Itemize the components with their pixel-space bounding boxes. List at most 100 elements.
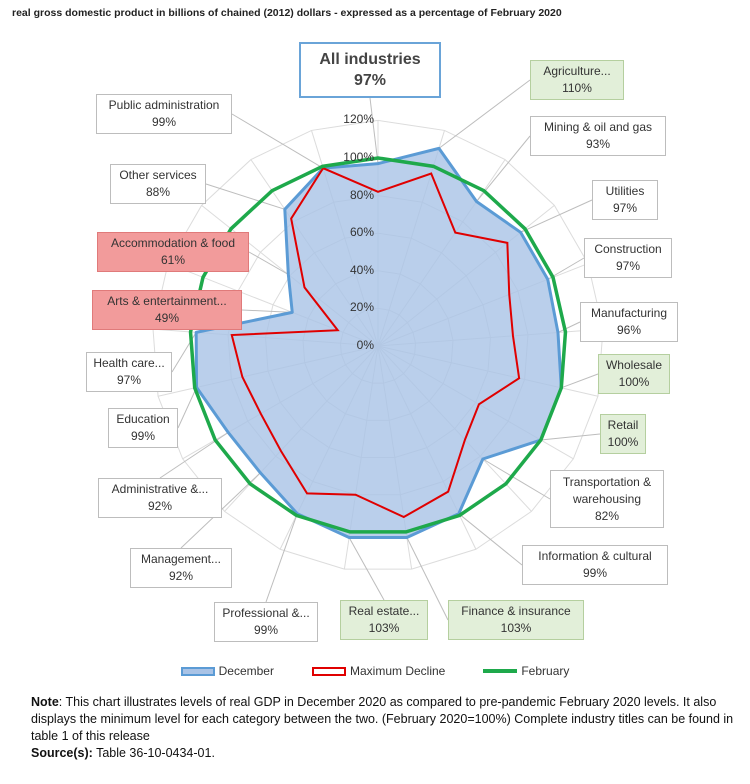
category-value: 88%	[145, 185, 171, 199]
legend-item-maximum-decline: Maximum Decline	[311, 660, 446, 682]
category-callout: Transportation & warehousing 82%	[550, 470, 664, 528]
category-label: Health care...	[93, 356, 165, 370]
category-value: 97%	[116, 373, 142, 387]
callout-connector	[348, 537, 385, 601]
callout-connector	[406, 537, 449, 621]
chart-legend: December Maximum Decline February	[0, 660, 750, 682]
category-value: 100%	[618, 375, 650, 389]
series-december	[194, 146, 563, 539]
category-label: Retail	[607, 418, 639, 432]
category-callout: Management... 92%	[130, 548, 232, 588]
legend-item-february: February	[483, 660, 569, 682]
category-label: Administrative &...	[111, 482, 209, 496]
category-value: 103%	[368, 621, 400, 635]
callout-connector	[231, 113, 324, 169]
category-value: 93%	[585, 137, 611, 151]
chart-title: real gross domestic product in billions …	[12, 7, 562, 19]
callout-connector	[561, 373, 599, 389]
category-label: Mining & oil and gas	[543, 120, 653, 134]
category-value: 61%	[160, 253, 186, 267]
category-callout: Wholesale 100%	[598, 354, 670, 394]
category-callout: Education 99%	[108, 408, 178, 448]
category-label: Management...	[140, 552, 222, 566]
radial-tick-label: 100%	[343, 150, 374, 164]
note-body: : This chart illustrates levels of real …	[31, 695, 734, 743]
callout-connector	[265, 513, 298, 603]
category-callout: Health care... 97%	[86, 352, 172, 392]
category-label: Wholesale	[605, 358, 663, 372]
category-callout: Mining & oil and gas 93%	[530, 116, 666, 156]
radial-tick-label: 60%	[349, 225, 374, 240]
radial-tick-label: 120%	[343, 112, 374, 127]
radial-tick-label: 40%	[349, 262, 374, 277]
radial-tick-label: 20%	[349, 300, 374, 315]
source-text: Table 36-10-0434-01.	[92, 746, 215, 760]
radar-series	[188, 146, 568, 539]
category-label: Agriculture...	[543, 64, 611, 78]
category-callout: Agriculture... 110%	[530, 60, 624, 100]
category-label: Arts & entertainment...	[107, 294, 227, 308]
category-callout: Manufacturing 96%	[580, 302, 678, 342]
category-value: 99%	[130, 429, 156, 443]
category-value: 92%	[147, 499, 173, 513]
category-label: Manufacturing	[590, 306, 668, 320]
category-label: Public administration	[108, 98, 220, 112]
callout-connector	[241, 309, 293, 313]
callout-connector	[458, 513, 523, 566]
category-callout: Finance & insurance 103%	[448, 600, 584, 640]
legend-swatch-maximum-decline	[311, 666, 346, 676]
category-callout: Accommodation & food 61%	[97, 232, 249, 272]
callout-connector	[557, 321, 581, 333]
category-value: 97%	[615, 259, 641, 273]
category-label: Education	[116, 412, 170, 426]
category-value: 99%	[582, 566, 608, 580]
callout-connector	[369, 97, 379, 164]
legend-swatch-december	[180, 666, 215, 676]
category-callout: Administrative &... 92%	[98, 478, 222, 518]
category-value: 99%	[253, 623, 279, 637]
category-callout: Retail 100%	[600, 414, 646, 454]
category-callout: Information & cultural 99%	[522, 545, 668, 585]
radar-chart	[152, 79, 604, 621]
radial-tick-label: 0%	[356, 338, 374, 352]
category-label: Construction	[594, 242, 662, 256]
category-value: 110%	[562, 81, 592, 95]
category-value: 100%	[607, 435, 639, 449]
legend-item-december: December	[180, 660, 274, 682]
category-label: Accommodation & food	[110, 236, 236, 250]
category-label: Finance & insurance	[461, 604, 571, 618]
callout-connector	[177, 387, 198, 429]
source-label: Source(s):	[31, 746, 93, 760]
category-callout: Real estate... 103%	[340, 600, 428, 640]
note-label: Note	[31, 695, 59, 709]
category-callout: Other services 88%	[110, 164, 206, 204]
category-value: 92%	[168, 569, 194, 583]
category-label: Real estate...	[348, 604, 420, 618]
callout-connector	[438, 79, 531, 149]
category-value: 97%	[353, 72, 387, 89]
category-callout: Utilities 97%	[592, 180, 658, 220]
category-value: 97%	[612, 201, 638, 215]
category-value: 96%	[616, 323, 642, 337]
category-label: Professional &...	[222, 606, 310, 620]
category-callout: Construction 97%	[584, 238, 672, 278]
category-callout: All industries 97%	[299, 42, 441, 98]
series-maximum-decline	[230, 166, 521, 519]
legend-label-february: February	[521, 664, 570, 678]
legend-label-maximum-decline: Maximum Decline	[349, 664, 446, 678]
note-text: Note: This chart illustrates levels of r…	[31, 694, 743, 745]
category-value: 82%	[594, 508, 620, 523]
callout-connector	[520, 199, 593, 233]
category-label: All industries	[319, 51, 421, 68]
callout-connector	[482, 458, 551, 500]
chart-note: Note: This chart illustrates levels of r…	[31, 694, 743, 762]
category-value: 99%	[151, 115, 177, 129]
category-value: 49%	[154, 311, 180, 325]
category-callout: Public administration 99%	[96, 94, 232, 134]
category-callout: Arts & entertainment... 49%	[92, 290, 242, 330]
callout-connector	[540, 433, 601, 441]
category-label: Other services	[119, 168, 197, 182]
radial-tick-label: 80%	[349, 187, 374, 202]
source-line: Source(s): Table 36-10-0434-01.	[31, 745, 743, 762]
callout-connector	[205, 183, 285, 210]
